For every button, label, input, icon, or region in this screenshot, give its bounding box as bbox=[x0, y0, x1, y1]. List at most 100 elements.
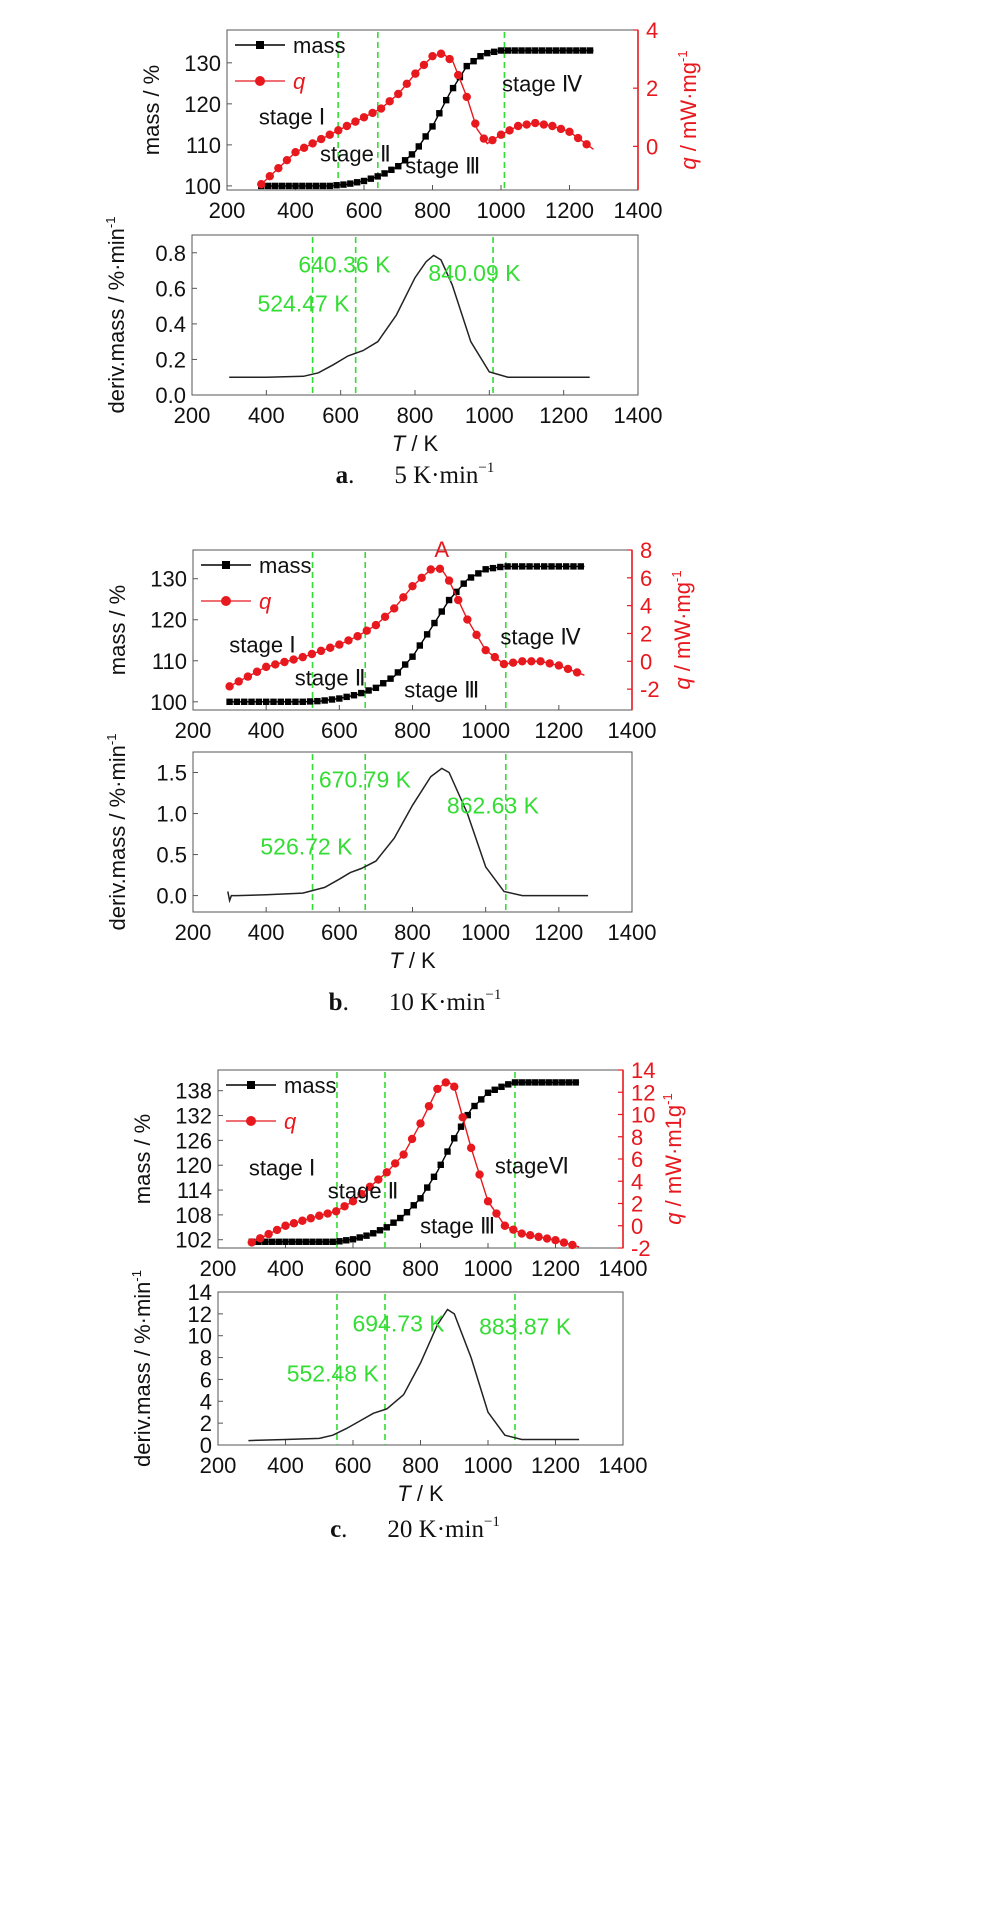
mass-series-point bbox=[559, 1079, 566, 1086]
deriv-y-tick-label: 0.0 bbox=[156, 884, 187, 909]
mass-series-point bbox=[573, 47, 580, 54]
q-axis-label: q / mW·mg-1 bbox=[675, 50, 701, 169]
q-series-point bbox=[298, 1216, 307, 1225]
q-series-point bbox=[323, 1209, 332, 1218]
q-y-tick-label: 2 bbox=[631, 1192, 643, 1217]
mass-series-point bbox=[552, 1079, 559, 1086]
top-chart-x-tick-label: 1000 bbox=[477, 198, 526, 223]
mass-series-point bbox=[321, 697, 328, 704]
deriv-axis-label: deriv.mass / %·min-1 bbox=[104, 734, 130, 931]
mass-series-point bbox=[559, 47, 566, 54]
mass-series-point bbox=[309, 1238, 316, 1245]
q-series-point bbox=[390, 1159, 400, 1168]
mass-series-point bbox=[233, 698, 241, 705]
q-series-point bbox=[261, 662, 271, 672]
q-y-tick-label: 0 bbox=[646, 134, 658, 159]
mass-series-point bbox=[490, 48, 498, 56]
q-series-point bbox=[472, 630, 481, 640]
mass-y-tick-label: 130 bbox=[150, 567, 187, 592]
q-series-point bbox=[307, 649, 317, 659]
q-series-point bbox=[536, 657, 545, 666]
mass-series-point bbox=[460, 580, 467, 587]
q-series-point bbox=[344, 636, 353, 645]
legend-q-marker bbox=[221, 596, 231, 606]
panel-b: 200 400 600 800 1000 1200 1400 100 110 120 130 -2 0 2… bbox=[104, 537, 695, 1016]
mass-series-point bbox=[285, 182, 292, 190]
q-series-point bbox=[426, 565, 435, 574]
mass-series-point bbox=[533, 563, 541, 570]
deriv-y-tick-label: 0.6 bbox=[155, 276, 186, 301]
q-series-point bbox=[450, 1082, 459, 1091]
mass-series-point bbox=[541, 563, 548, 570]
bottom-chart-x-tick-label: 600 bbox=[321, 920, 358, 945]
mass-series-point bbox=[292, 698, 299, 705]
q-series-point bbox=[499, 659, 509, 669]
mass-series-point bbox=[518, 47, 525, 54]
mass-series-point bbox=[538, 1079, 546, 1086]
mass-series-point bbox=[532, 47, 539, 54]
panel-a-top-chart: 200 400 600 800 1000 1200 1400 100 110 120 130 0 2 4 m… bbox=[139, 18, 701, 223]
mass-series-point bbox=[262, 1238, 269, 1245]
q-series-point bbox=[419, 60, 429, 70]
legend-q-marker bbox=[246, 1116, 256, 1126]
bottom-chart-x-tick-label: 400 bbox=[267, 1453, 304, 1478]
caption-letter: b bbox=[329, 989, 343, 1016]
temperature-label: 524.47 K bbox=[257, 290, 350, 316]
q-y-tick-label: 4 bbox=[640, 594, 652, 619]
mass-series-point bbox=[316, 1238, 323, 1245]
caption-punct: . bbox=[341, 1516, 347, 1543]
mass-series-point bbox=[241, 698, 248, 705]
q-series-point bbox=[407, 1134, 417, 1144]
q-series-point bbox=[340, 1202, 349, 1211]
temperature-label: 840.09 K bbox=[428, 260, 521, 286]
deriv-y-tick-label: 14 bbox=[188, 1280, 212, 1305]
panel-b-bottom-chart: 200 400 600 800 1000 1200 1400 0.0 0.5 1.0 1.5 deri… bbox=[104, 734, 656, 973]
deriv-axis-label-text: deriv.mass / %·min bbox=[104, 228, 129, 413]
mass-series-point bbox=[403, 1209, 411, 1216]
q-series-point bbox=[380, 612, 390, 621]
mass-series-point bbox=[365, 687, 372, 694]
mass-series-point bbox=[387, 675, 394, 682]
mass-series-point bbox=[429, 123, 436, 130]
q-series-point bbox=[496, 130, 506, 139]
legend-mass-label: mass bbox=[293, 33, 346, 58]
q-series-point bbox=[243, 672, 253, 681]
q-series-point bbox=[488, 135, 497, 145]
q-axis-label-unit: / mW·m1g bbox=[661, 1105, 686, 1213]
q-series-point bbox=[471, 119, 480, 128]
mass-series-point bbox=[356, 1234, 363, 1241]
top-chart-x-tick-label: 800 bbox=[402, 1256, 439, 1281]
deriv-axis-label-exponent: -1 bbox=[103, 217, 118, 229]
mass-series-point bbox=[336, 1238, 343, 1245]
q-series-point bbox=[481, 645, 490, 655]
bottom-chart-x-tick-label: 800 bbox=[394, 920, 431, 945]
bottom-chart-x-tick-label: 800 bbox=[402, 1453, 439, 1478]
mass-series-point bbox=[497, 47, 505, 54]
mass-series-point bbox=[519, 563, 526, 570]
q-series-point bbox=[359, 113, 369, 122]
q-series-point bbox=[374, 1175, 383, 1184]
top-chart-x-tick-label: 200 bbox=[175, 718, 212, 743]
top-chart-x-tick-label: 400 bbox=[248, 718, 285, 743]
q-series-point bbox=[545, 659, 554, 668]
mass-series-point bbox=[358, 689, 365, 697]
top-chart-x-tick-label: 1400 bbox=[614, 198, 663, 223]
deriv-y-tick-label: 1.5 bbox=[156, 761, 187, 786]
mass-series-point bbox=[271, 182, 279, 190]
deriv-y-tick-label: 12 bbox=[188, 1302, 212, 1327]
mass-series-point bbox=[545, 47, 553, 54]
mass-series-point bbox=[449, 84, 457, 92]
mass-series-point bbox=[372, 684, 380, 692]
mass-series-point bbox=[302, 1238, 309, 1245]
mass-series-point bbox=[416, 642, 424, 649]
bottom-chart-x-tick-label: 1000 bbox=[464, 1453, 513, 1478]
mass-y-tick-label: 110 bbox=[152, 649, 187, 674]
mass-series-point bbox=[463, 62, 470, 70]
mass-y-tick-label: 132 bbox=[175, 1104, 212, 1129]
mass-series-point bbox=[545, 1079, 552, 1086]
deriv-axis-label: deriv.mass / %·min-1 bbox=[129, 1270, 155, 1467]
mass-series-point bbox=[498, 1083, 505, 1091]
deriv-y-tick-label: 6 bbox=[200, 1367, 212, 1392]
q-series-point bbox=[454, 595, 463, 605]
mass-series-point bbox=[409, 653, 416, 660]
